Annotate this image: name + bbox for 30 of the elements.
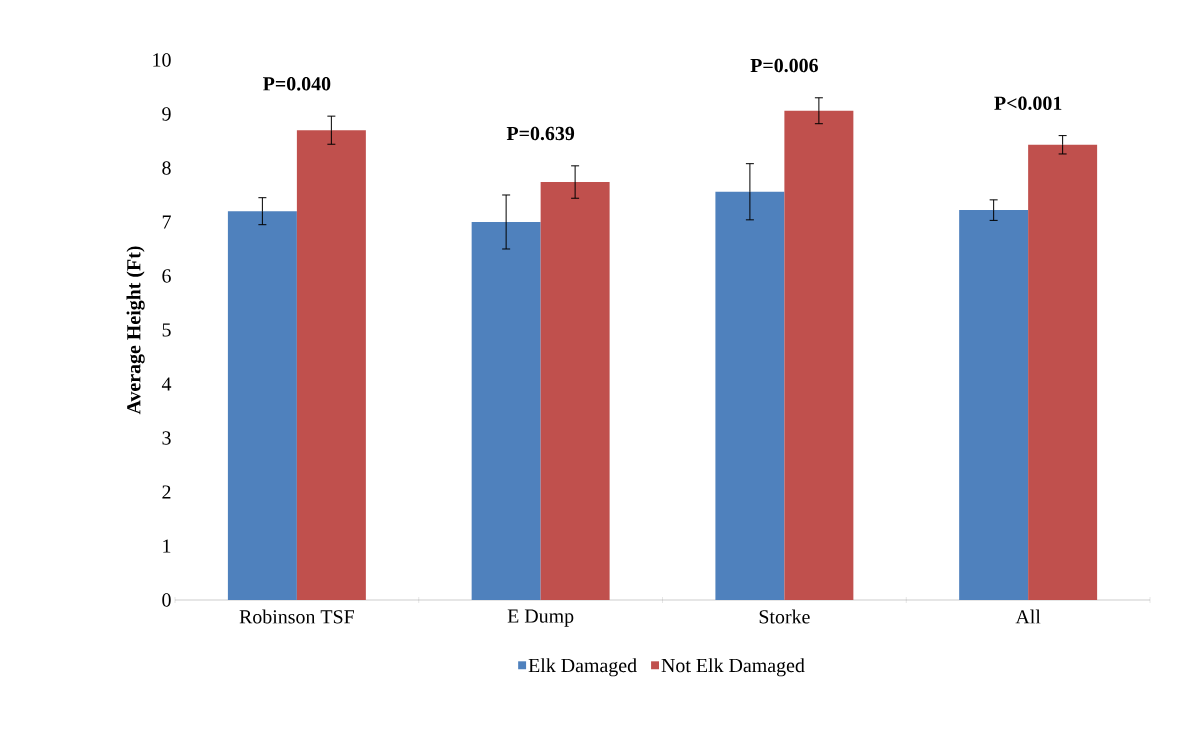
- x-tick-label: E Dump: [507, 609, 574, 627]
- y-tick-label: 9: [162, 107, 171, 121]
- y-tick-label: 6: [162, 269, 171, 283]
- legend-label: Not Elk Damaged: [661, 658, 805, 677]
- x-tick-label: Storke: [759, 609, 810, 624]
- x-tick-label: Robinson TSF: [239, 609, 354, 624]
- y-axis-title: Average Height (Ft): [126, 246, 145, 415]
- bar: [540, 182, 610, 600]
- y-tick-label: 4: [161, 377, 172, 391]
- legend-label: Elk Damaged: [528, 658, 637, 677]
- y-tick-label: 7: [162, 215, 171, 229]
- annotation: P<0.001: [994, 96, 1062, 111]
- y-tick-label: 3: [162, 431, 171, 445]
- bar: [296, 130, 366, 600]
- y-tick-label: 8: [162, 161, 171, 175]
- annotation: P=0.639: [506, 126, 575, 141]
- y-tick-label: 1: [163, 539, 171, 553]
- x-tick-label: All: [1015, 609, 1041, 624]
- y-tick-label: 2: [162, 485, 171, 499]
- bar: [227, 211, 297, 600]
- y-tick-label: 5: [162, 323, 171, 337]
- bar: [471, 222, 541, 600]
- bar: [784, 110, 854, 600]
- annotation: P=0.006: [750, 58, 818, 73]
- bar: [1028, 144, 1098, 600]
- bar: [715, 191, 785, 600]
- y-tick-label: 0: [162, 593, 171, 607]
- annotation: P=0.040: [263, 77, 331, 91]
- y-tick-label: 10: [153, 53, 171, 67]
- bar: [959, 210, 1029, 600]
